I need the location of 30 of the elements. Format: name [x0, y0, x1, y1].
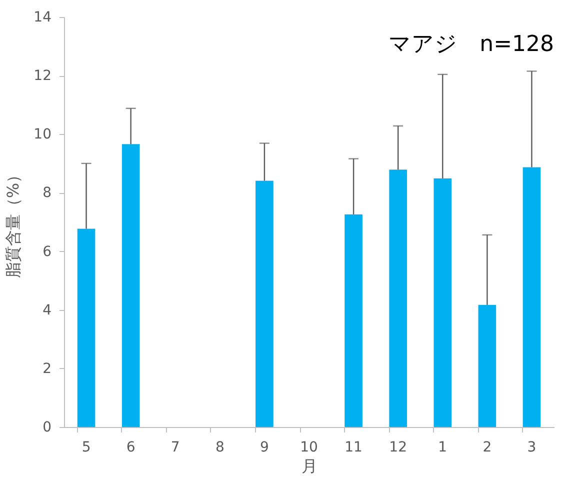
y-tick-label: 12 — [34, 68, 52, 84]
x-tick-label: 8 — [215, 440, 224, 456]
x-tick-label: 7 — [170, 440, 180, 456]
x-tick-label: 10 — [300, 440, 318, 456]
x-tick-label: 2 — [482, 440, 492, 456]
x-tick-label: 3 — [527, 440, 536, 456]
x-tick-label: 12 — [389, 440, 408, 456]
y-tick-label: 8 — [42, 185, 52, 202]
bar — [522, 167, 541, 427]
x-tick-label: 11 — [344, 440, 362, 456]
y-axis-title: 脂質含量（%） — [4, 166, 23, 278]
x-axis-title: 月 — [302, 456, 318, 476]
text: マアジ n=128 — [388, 32, 554, 57]
bar — [389, 170, 407, 427]
y-tick-label: 4 — [42, 302, 52, 318]
bar — [77, 228, 96, 427]
bar — [256, 180, 274, 427]
bar — [122, 144, 140, 427]
bar — [344, 214, 362, 427]
bar — [478, 304, 496, 427]
x-tick-label: 6 — [126, 440, 136, 456]
x-tick-label: 1 — [438, 440, 448, 456]
y-tick-label: 6 — [42, 244, 52, 260]
x-tick-label: 9 — [260, 440, 269, 456]
y-tick-label: 2 — [42, 360, 52, 377]
x-tick-label: 5 — [82, 440, 91, 456]
y-tick-label: 0 — [42, 420, 52, 436]
y-tick-label: 10 — [34, 126, 52, 143]
y-tick-label: 14 — [34, 10, 52, 26]
bar — [434, 178, 452, 427]
